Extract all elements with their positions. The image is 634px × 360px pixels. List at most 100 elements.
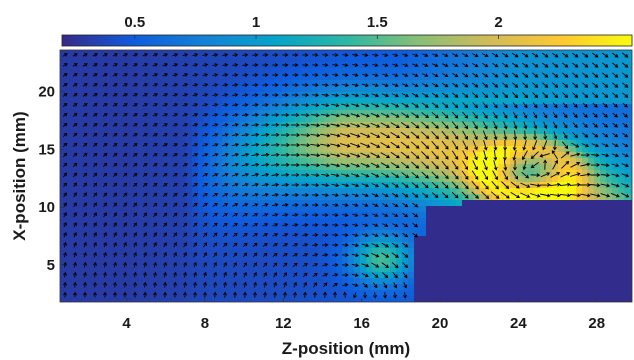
heatmap-cell (486, 104, 493, 111)
heatmap-cell (438, 200, 445, 207)
heatmap-cell (198, 272, 205, 279)
heatmap-cell (354, 224, 361, 231)
heatmap-cell (516, 146, 523, 153)
velocity-arrow (622, 132, 629, 138)
heatmap-cell (150, 140, 157, 147)
heatmap-cell (216, 62, 223, 69)
heatmap-cell (300, 218, 307, 225)
velocity-arrow (202, 183, 209, 187)
heatmap-cell (120, 212, 127, 219)
velocity-arrow (521, 52, 529, 58)
heatmap-cell (96, 218, 103, 225)
heatmap-cell (606, 140, 613, 147)
colorbar: 0.5 1 1.5 2 (61, 14, 633, 47)
heatmap-cell (534, 110, 541, 117)
heatmap-cell (306, 164, 313, 171)
heatmap-cell (624, 128, 631, 135)
heatmap-cell (246, 248, 253, 255)
heatmap-cell (258, 194, 265, 201)
velocity-arrow (410, 151, 420, 159)
velocity-arrow (501, 181, 510, 190)
velocity-arrow (202, 202, 208, 207)
heatmap-cell (384, 50, 391, 57)
velocity-arrow (92, 122, 98, 127)
heatmap-cell (504, 194, 511, 201)
heatmap-cell (606, 290, 613, 297)
heatmap-cell (360, 128, 367, 135)
heatmap-cell (486, 254, 493, 261)
velocity-arrow (321, 93, 330, 98)
velocity-arrow (271, 152, 280, 157)
heatmap-cell (510, 188, 517, 195)
heatmap-cell (186, 62, 193, 69)
heatmap-cell (186, 278, 193, 285)
heatmap-cell (492, 80, 499, 87)
heatmap-cell (282, 74, 289, 81)
heatmap-cell (486, 170, 493, 177)
velocity-arrow (222, 82, 229, 87)
velocity-arrow (411, 83, 419, 88)
heatmap-cell (198, 182, 205, 189)
velocity-arrow (590, 163, 601, 167)
heatmap-cell (138, 212, 145, 219)
heatmap-cell (318, 272, 325, 279)
heatmap-cell (582, 80, 589, 87)
heatmap-cell (378, 98, 385, 105)
heatmap-cell (294, 50, 301, 57)
heatmap-cell (228, 176, 235, 183)
heatmap-cell (270, 290, 277, 297)
heatmap-cell (498, 182, 505, 189)
heatmap-cell (96, 188, 103, 195)
heatmap-cell (600, 164, 607, 171)
heatmap-cell (198, 224, 205, 231)
heatmap-cell (426, 290, 433, 297)
heatmap-cell (444, 152, 451, 159)
velocity-arrow (543, 159, 548, 170)
heatmap-cell (252, 104, 259, 111)
heatmap-cell (594, 206, 601, 213)
velocity-arrow (570, 162, 581, 168)
heatmap-cell (618, 176, 625, 183)
velocity-arrow (142, 143, 148, 147)
heatmap-cell (402, 200, 409, 207)
heatmap-cell (300, 146, 307, 153)
heatmap-cell (504, 110, 511, 117)
heatmap-cell (432, 290, 439, 297)
heatmap-cell (486, 188, 493, 195)
heatmap-cell (288, 290, 295, 297)
velocity-arrow (311, 173, 320, 178)
velocity-arrow (562, 122, 568, 129)
heatmap-cell (570, 68, 577, 75)
heatmap-cell (150, 98, 157, 105)
heatmap-cell (498, 104, 505, 111)
heatmap-cell (516, 62, 523, 69)
heatmap-cell (456, 242, 463, 249)
velocity-arrow (330, 123, 341, 128)
heatmap-cell (354, 140, 361, 147)
heatmap-cell (294, 218, 301, 225)
heatmap-cell (144, 134, 151, 141)
heatmap-cell (330, 218, 337, 225)
heatmap-cell (282, 116, 289, 123)
velocity-arrow (292, 212, 299, 217)
heatmap-cell (252, 86, 259, 93)
heatmap-cell (588, 200, 595, 207)
heatmap-cell (156, 116, 163, 123)
heatmap-cell (66, 116, 73, 123)
heatmap-cell (138, 296, 145, 302)
velocity-arrow (192, 73, 199, 77)
heatmap-cell (438, 152, 445, 159)
heatmap-cell (60, 182, 67, 189)
heatmap-cell (156, 104, 163, 111)
heatmap-cell (522, 116, 529, 123)
velocity-arrow (300, 123, 310, 128)
heatmap-cell (444, 98, 451, 105)
velocity-arrow (332, 203, 339, 208)
heatmap-cell (432, 272, 439, 279)
velocity-arrow (83, 222, 87, 228)
heatmap-cell (264, 74, 271, 81)
heatmap-cell (570, 248, 577, 255)
heatmap-cell (528, 296, 535, 302)
heatmap-cell (396, 224, 403, 231)
heatmap-cell (462, 146, 469, 153)
